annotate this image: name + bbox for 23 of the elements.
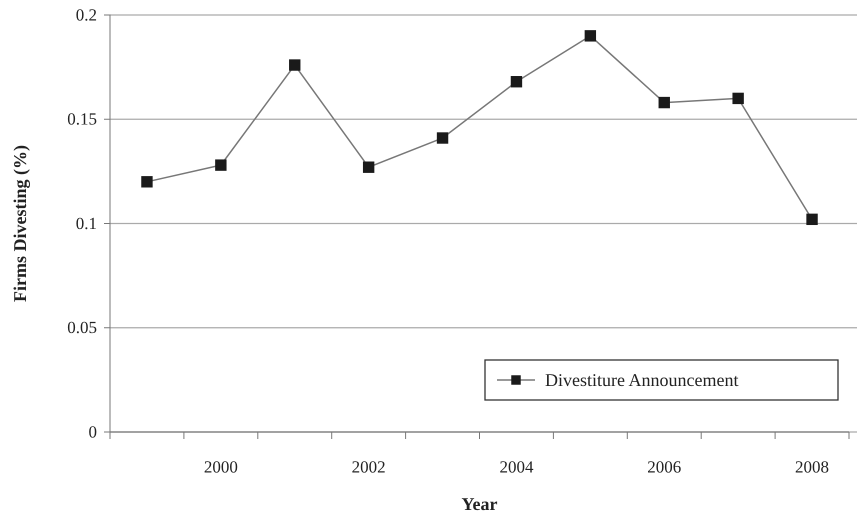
- point: [658, 96, 670, 108]
- x-tick-label: 2006: [647, 457, 682, 476]
- point: [806, 214, 818, 226]
- x-axis-title: Year: [462, 494, 498, 514]
- x-tick-label: 2004: [499, 457, 534, 476]
- x-tick-label: 2008: [795, 457, 830, 476]
- point: [732, 92, 744, 104]
- point: [362, 162, 374, 173]
- y-tick-label: 0.05: [67, 318, 97, 338]
- point: [510, 76, 522, 88]
- point: [584, 30, 596, 42]
- y-tick-label: 0: [88, 422, 97, 442]
- point: [215, 159, 227, 171]
- point: [436, 132, 448, 144]
- y-tick-label: 0.15: [67, 110, 97, 129]
- point: [289, 59, 300, 71]
- y-tick-label: 0.1: [76, 214, 97, 233]
- y-axis-title: Firms Divesting (%): [10, 145, 30, 302]
- point: [141, 176, 153, 188]
- x-tick-label: 2002: [352, 457, 386, 476]
- legend-label: Divestiture Announcement: [545, 370, 738, 390]
- y-tick-label: 0.2: [76, 5, 97, 24]
- x-tick-label: 2000: [204, 457, 238, 476]
